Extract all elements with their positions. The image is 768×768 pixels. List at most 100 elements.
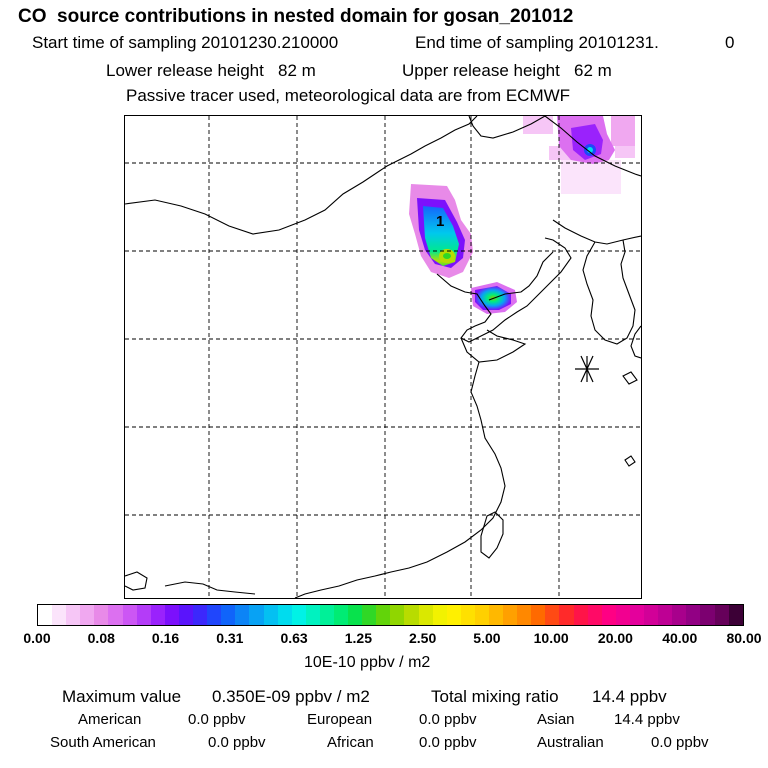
colorbar-cell [164, 605, 179, 625]
colorbar-cell [122, 605, 137, 625]
jeju-island [622, 371, 638, 385]
colorbar-cell [728, 605, 743, 625]
colorbar-cell [460, 605, 475, 625]
colorbar-cell [319, 605, 334, 625]
border-northeast [468, 116, 546, 139]
colorbar-cell [644, 605, 659, 625]
region-label: African [327, 734, 374, 751]
colorbar-tick-label: 2.50 [409, 630, 437, 646]
colorbar-cell [348, 605, 363, 625]
end-time-text: End time of sampling 20101231. [415, 33, 659, 52]
east-coast [294, 361, 506, 598]
colorbar-cell [686, 605, 701, 625]
colorbar-tick-label: 0.16 [151, 630, 180, 646]
okinawa-island [624, 455, 636, 467]
end-time-tail: 0 [725, 33, 735, 52]
colorbar-cell [193, 605, 208, 625]
colorbar-tick-label: 0.00 [23, 630, 51, 646]
region-label: South American [50, 734, 156, 751]
region-value: 0.0 ppbv [419, 734, 477, 751]
colorbar-tick-label: 5.00 [473, 630, 501, 646]
colorbar-tick-label: 20.00 [597, 630, 633, 646]
main-plume [409, 184, 473, 278]
colorbar-cell [714, 605, 729, 625]
colorbar-cell [249, 605, 264, 625]
colorbar-cell [150, 605, 165, 625]
colorbar-cell [221, 605, 236, 625]
colorbar-cell [531, 605, 546, 625]
colorbar-cell [545, 605, 560, 625]
map-canvas: 1 [125, 116, 641, 598]
region-value: 14.4 ppbv [614, 711, 680, 728]
colorbar-cell [559, 605, 574, 625]
lat-lon-grid [125, 116, 641, 598]
region-value: 0.0 ppbv [208, 734, 266, 751]
bohai-coast [436, 237, 572, 343]
colorbar-cell [66, 605, 81, 625]
colorbar-cell [94, 605, 109, 625]
colorbar-cell [362, 605, 377, 625]
colorbar-cell [178, 605, 194, 625]
colorbar-cell [80, 605, 95, 625]
region-value: 0.0 ppbv [419, 711, 477, 728]
colorbar [37, 604, 744, 626]
colorbar-cell [587, 605, 602, 625]
colorbar-cell [390, 605, 405, 625]
colorbar-cell [503, 605, 518, 625]
colorbar-cell [474, 605, 489, 625]
colorbar-cell [404, 605, 419, 625]
coastlines [125, 116, 641, 598]
receptor-marker-icon [575, 355, 599, 383]
total-mixing-label: Total mixing ratio [431, 687, 559, 706]
colorbar-cell [38, 605, 53, 625]
start-time-text: Start time of sampling 20101230.210000 [32, 33, 339, 52]
max-value: 0.350E-09 ppbv / m2 [212, 687, 370, 706]
upper-release-height: Upper release height 62 m [402, 61, 612, 80]
colorbar-tick-label: 40.00 [662, 630, 698, 646]
colorbar-cell [432, 605, 447, 625]
colorbar-cell [489, 605, 504, 625]
northeast-plume [523, 116, 635, 194]
colorbar-cell [615, 605, 630, 625]
korea-coast [582, 239, 636, 345]
border-china-russia [544, 116, 641, 177]
colorbar-cell [52, 605, 67, 625]
colorbar-tick-label: 10.00 [533, 630, 569, 646]
colorbar-cell [136, 605, 151, 625]
region-label: European [307, 711, 373, 728]
colorbar-tick-label: 0.63 [280, 630, 308, 646]
colorbar-cell [658, 605, 673, 625]
region-label: Asian [537, 711, 575, 728]
colorbar-tick-label: 80.00 [726, 630, 762, 646]
japan-coast [630, 325, 641, 359]
region-label: Australian [537, 734, 604, 751]
border-mongolia [125, 116, 478, 235]
region-label: American [78, 711, 142, 728]
max-value-label: Maximum value [62, 687, 182, 706]
region-value: 0.0 ppbv [651, 734, 709, 751]
colorbar-cell [277, 605, 292, 625]
region-value: 0.0 ppbv [188, 711, 246, 728]
colorbar-cell [700, 605, 715, 625]
south-coast [164, 581, 256, 595]
map-panel: 1 [124, 115, 642, 599]
colorbar-cell [418, 605, 433, 625]
liaodong-coast [488, 251, 554, 301]
colorbar-cell [517, 605, 532, 625]
colorbar-cell [291, 605, 306, 625]
colorbar-cell [446, 605, 461, 625]
plot-title: CO source contributions in nested domain… [18, 6, 574, 27]
colorbar-cell [672, 605, 687, 625]
colorbar-cell [573, 605, 588, 625]
total-mixing-value: 14.4 ppbv [592, 687, 667, 706]
colorbar-cell [305, 605, 320, 625]
hainan-coast [125, 571, 148, 591]
colorbar-cell [235, 605, 250, 625]
tracer-note: Passive tracer used, meteorological data… [126, 86, 571, 105]
colorbar-cell [263, 605, 278, 625]
colorbar-cell [376, 605, 391, 625]
colorbar-tick-label: 0.31 [216, 630, 244, 646]
border-china-korea [552, 219, 641, 245]
colorbar-cell [601, 605, 616, 625]
colorbar-cell [333, 605, 349, 625]
